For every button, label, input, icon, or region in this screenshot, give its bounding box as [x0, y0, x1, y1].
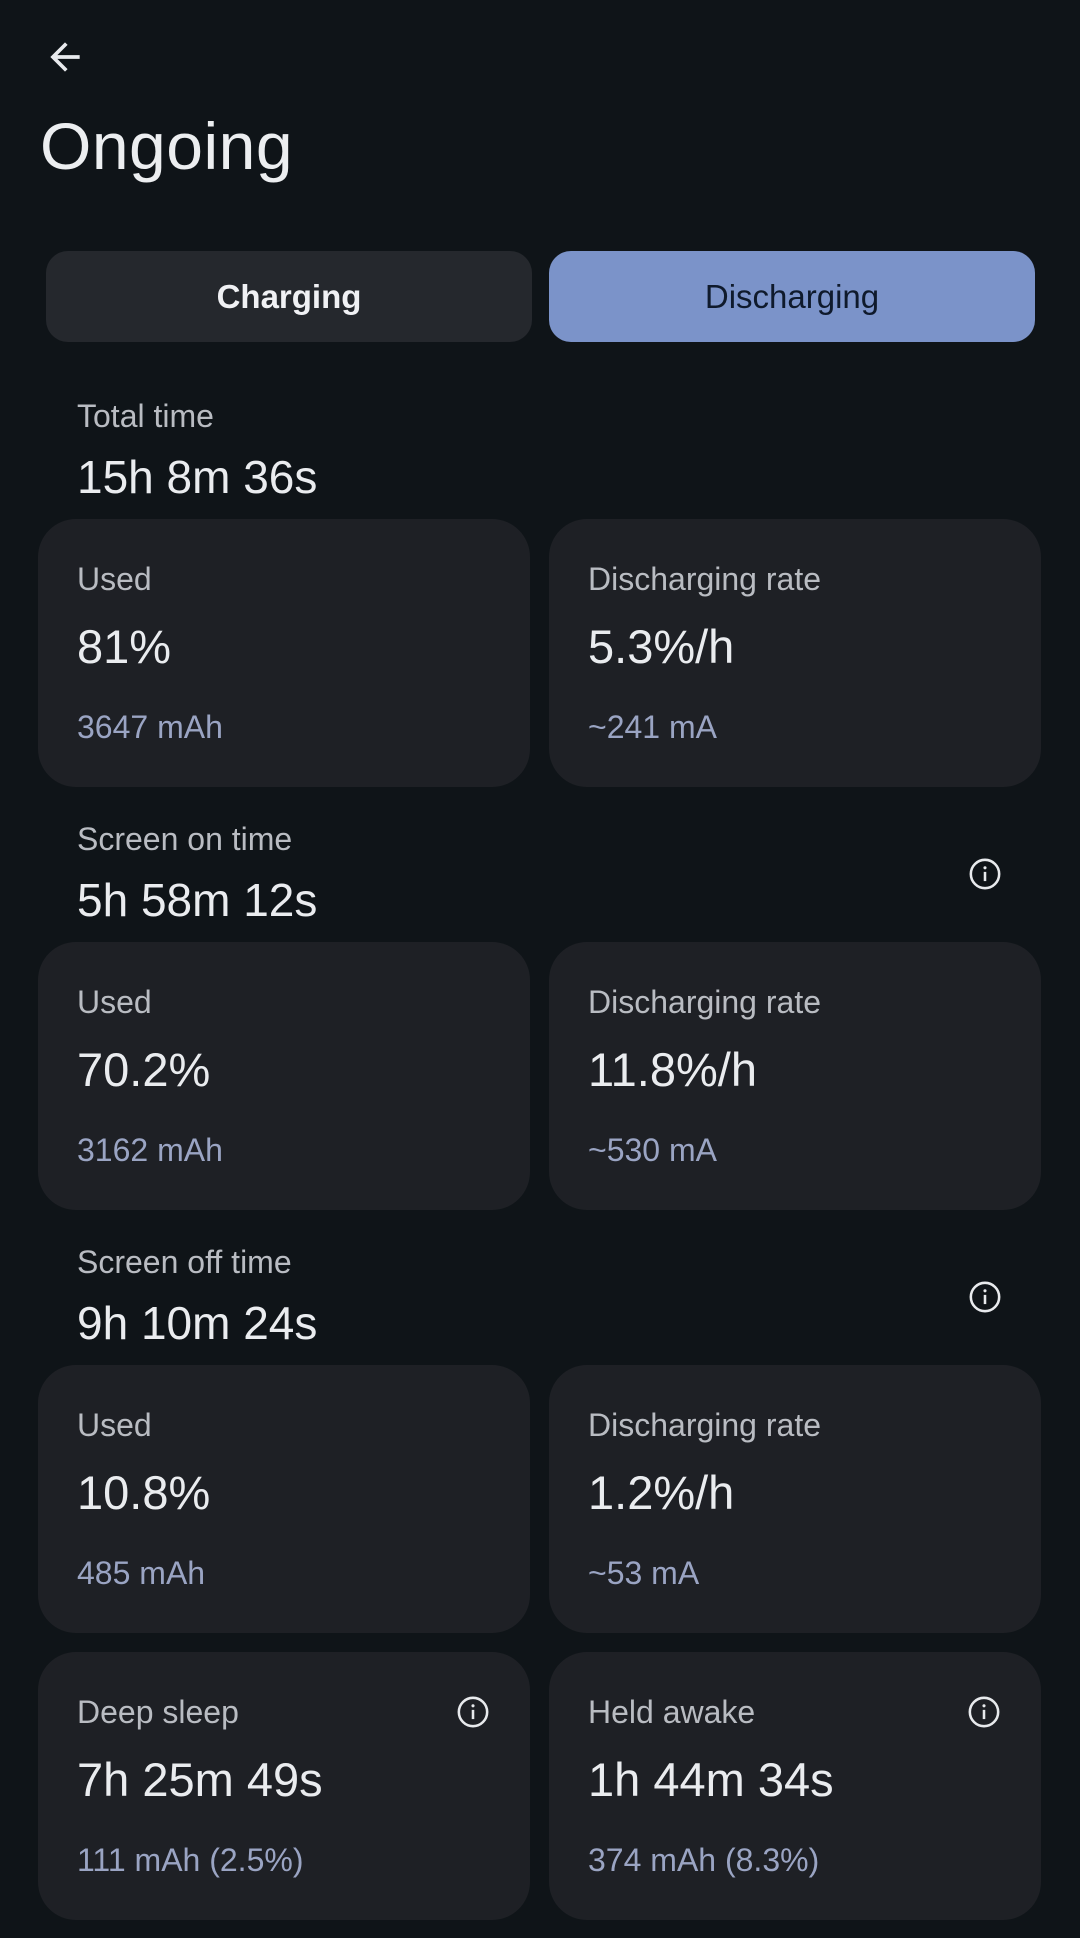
back-button[interactable] [30, 22, 100, 92]
screen-on-used-card: Used 70.2% 3162 mAh [38, 942, 530, 1210]
rate-current: ~241 mA [588, 709, 717, 745]
used-label: Used [77, 561, 152, 597]
used-mah: 3162 mAh [77, 1132, 223, 1168]
tab-discharging[interactable]: Discharging [549, 251, 1035, 342]
info-icon[interactable] [456, 1695, 490, 1729]
deep-sleep-sub: 111 mAh (2.5%) [77, 1842, 304, 1878]
deep-sleep-card: Deep sleep 7h 25m 49s 111 mAh (2.5%) [38, 1652, 530, 1920]
rate-value: 5.3%/h [588, 620, 735, 673]
rate-current: ~53 mA [588, 1555, 700, 1591]
rate-value: 11.8%/h [588, 1043, 757, 1096]
tab-charging[interactable]: Charging [46, 251, 532, 342]
used-mah: 485 mAh [77, 1555, 206, 1591]
total-time-label: Total time [77, 398, 214, 434]
screen-on-label: Screen on time [77, 821, 293, 857]
info-icon[interactable] [968, 1280, 1002, 1314]
page-title: Ongoing [40, 109, 294, 183]
used-value: 10.8% [77, 1466, 211, 1519]
rate-label: Discharging rate [588, 561, 821, 597]
used-value: 70.2% [77, 1043, 211, 1096]
rate-value: 1.2%/h [588, 1466, 735, 1519]
info-icon[interactable] [968, 857, 1002, 891]
screen-on-value: 5h 58m 12s [77, 874, 318, 926]
rate-current: ~530 mA [588, 1132, 717, 1168]
screen-off-used-card: Used 10.8% 485 mAh [38, 1365, 530, 1633]
rate-label: Discharging rate [588, 1407, 821, 1443]
used-value: 81% [77, 620, 172, 673]
arrow-left-icon [50, 42, 80, 72]
held-awake-card: Held awake 1h 44m 34s 374 mAh (8.3%) [549, 1652, 1041, 1920]
info-icon[interactable] [967, 1695, 1001, 1729]
held-awake-label: Held awake [588, 1694, 756, 1730]
rate-label: Discharging rate [588, 984, 821, 1020]
deep-sleep-value: 7h 25m 49s [77, 1753, 323, 1806]
mode-tabs: Charging Discharging [46, 251, 1035, 342]
used-label: Used [77, 1407, 152, 1443]
held-awake-value: 1h 44m 34s [588, 1753, 834, 1806]
deep-sleep-label: Deep sleep [77, 1694, 239, 1730]
total-used-card: Used 81% 3647 mAh [38, 519, 530, 787]
screen-on-rate-card: Discharging rate 11.8%/h ~530 mA [549, 942, 1041, 1210]
held-awake-sub: 374 mAh (8.3%) [588, 1842, 820, 1878]
screen-off-rate-card: Discharging rate 1.2%/h ~53 mA [549, 1365, 1041, 1633]
screen-off-label: Screen off time [77, 1244, 292, 1280]
screen-off-value: 9h 10m 24s [77, 1297, 318, 1349]
used-mah: 3647 mAh [77, 709, 223, 745]
used-label: Used [77, 984, 152, 1020]
total-time-value: 15h 8m 36s [77, 451, 318, 503]
total-rate-card: Discharging rate 5.3%/h ~241 mA [549, 519, 1041, 787]
